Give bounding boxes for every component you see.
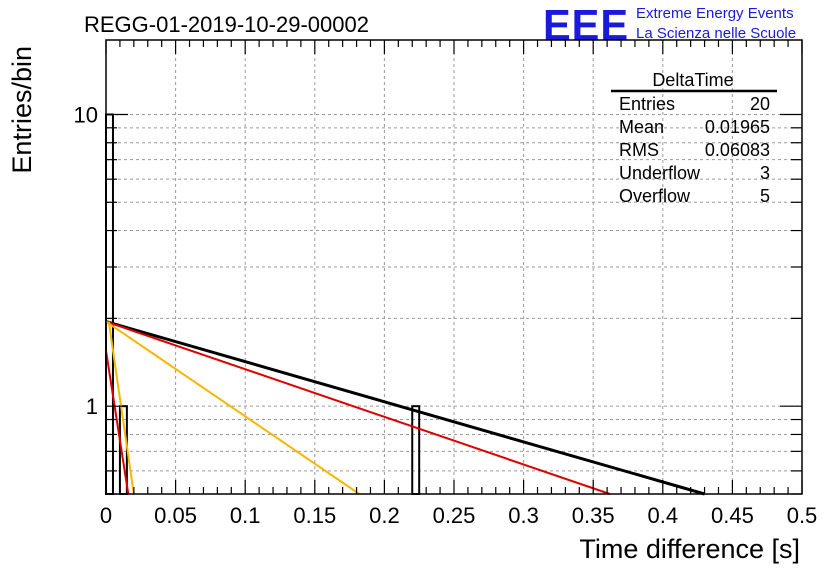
stats-label-entries: Entries — [619, 94, 675, 114]
stats-value-mean: 0.01965 — [705, 117, 770, 137]
x-tick-label: 0.15 — [293, 503, 336, 528]
eee-logo-line1: Extreme Energy Events — [636, 5, 794, 22]
stats-value-entries: 20 — [750, 94, 770, 114]
stats-label-mean: Mean — [619, 117, 664, 137]
stats-value-underflow: 3 — [760, 163, 770, 183]
stats-value-rms: 0.06083 — [705, 140, 770, 160]
stats-label-rms: RMS — [619, 140, 659, 160]
x-tick-label: 0.05 — [154, 503, 197, 528]
x-tick-label: 0.5 — [787, 503, 818, 528]
eee-logo-mark: EEE — [543, 1, 629, 50]
fit-line — [105, 350, 130, 495]
fit-line — [107, 321, 135, 495]
chart-title: REGG-01-2019-10-29-00002 — [84, 12, 369, 37]
x-tick-label: 0.1 — [230, 503, 261, 528]
fit-line — [105, 320, 360, 495]
fit-lines — [105, 320, 705, 496]
stats-value-overflow: 5 — [760, 186, 770, 206]
x-tick-label: 0.45 — [711, 503, 754, 528]
stats-title: DeltaTime — [652, 70, 733, 90]
axes: 0 0.05 0.1 0.15 0.2 0.25 0.3 0.35 0.4 0.45 0.5 1 10 — [74, 39, 818, 528]
stats-box: DeltaTime Entries 20 Mean 0.01965 RMS 0.… — [611, 70, 777, 206]
eee-logo: EEE Extreme Energy Events La Scienza nel… — [543, 1, 796, 50]
fit-line — [105, 320, 611, 495]
y-tick-label: 10 — [74, 102, 98, 127]
x-tick-label: 0.2 — [369, 503, 400, 528]
grid-lines — [106, 40, 802, 495]
fit-line — [105, 320, 705, 496]
x-tick-label: 0.4 — [648, 503, 679, 528]
stats-label-overflow: Overflow — [619, 186, 691, 206]
y-tick-label: 1 — [86, 394, 98, 419]
y-axis-label: Entries/bin — [7, 46, 37, 174]
x-tick-label: 0 — [100, 503, 112, 528]
x-tick-label: 0.25 — [433, 503, 476, 528]
x-axis-label: Time difference [s] — [579, 534, 800, 564]
eee-logo-line2: La Scienza nelle Scuole — [636, 25, 796, 42]
histogram-bar — [105, 113, 114, 495]
x-tick-label: 0.3 — [508, 503, 539, 528]
x-tick-label: 0.35 — [572, 503, 615, 528]
stats-label-underflow: Underflow — [619, 163, 701, 183]
histogram-bars — [105, 113, 421, 496]
